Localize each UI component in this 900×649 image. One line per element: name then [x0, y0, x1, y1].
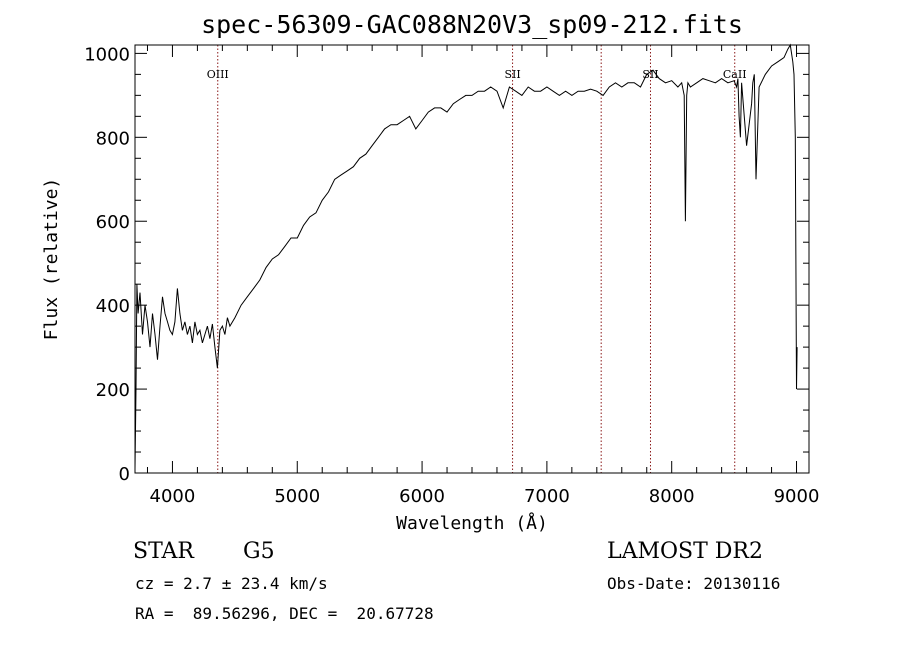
minor-ticks	[135, 45, 809, 473]
object-subclass: G5	[243, 539, 275, 564]
y-axis-label: Flux (relative)	[41, 178, 62, 341]
y-axis: 0 200 400 600 800 1000	[84, 44, 809, 485]
marker-label: SII	[504, 68, 520, 81]
x-tick-label: 5000	[274, 486, 320, 507]
y-tick-label: 600	[96, 212, 130, 233]
marker-label: CaII	[723, 68, 747, 81]
object-class: STAR	[133, 539, 194, 564]
x-tick-label: 8000	[649, 486, 695, 507]
observation-date: Obs-Date: 20130116	[607, 574, 781, 593]
x-tick-label: 9000	[774, 486, 820, 507]
y-tick-label: 1000	[84, 44, 130, 65]
chart-title: spec-56309-GAC088N20V3_sp09-212.fits	[201, 10, 743, 39]
x-axis: 4000 5000 6000 7000 8000 9000	[150, 45, 820, 507]
spectrum-series-line	[134, 43, 798, 469]
y-tick-label: 0	[119, 464, 130, 485]
marker-label: SII	[642, 68, 658, 81]
survey-name: LAMOST DR2	[607, 539, 763, 564]
coordinates: RA = 89.56296, DEC = 20.67728	[135, 604, 434, 623]
plot-frame	[134, 44, 810, 474]
y-tick-label: 800	[96, 128, 130, 149]
x-axis-label: Wavelength (Å)	[396, 512, 548, 534]
spectral-line-markers	[217, 45, 736, 473]
spectral-line-labels: OIII SII SII CaII	[207, 68, 747, 81]
y-tick-label: 200	[96, 380, 130, 401]
x-tick-label: 6000	[399, 486, 445, 507]
y-tick-label: 400	[96, 296, 130, 317]
x-tick-label: 4000	[150, 486, 196, 507]
redshift-velocity: cz = 2.7 ± 23.4 km/s	[135, 574, 328, 593]
x-tick-label: 7000	[524, 486, 570, 507]
marker-label: OIII	[207, 68, 229, 81]
